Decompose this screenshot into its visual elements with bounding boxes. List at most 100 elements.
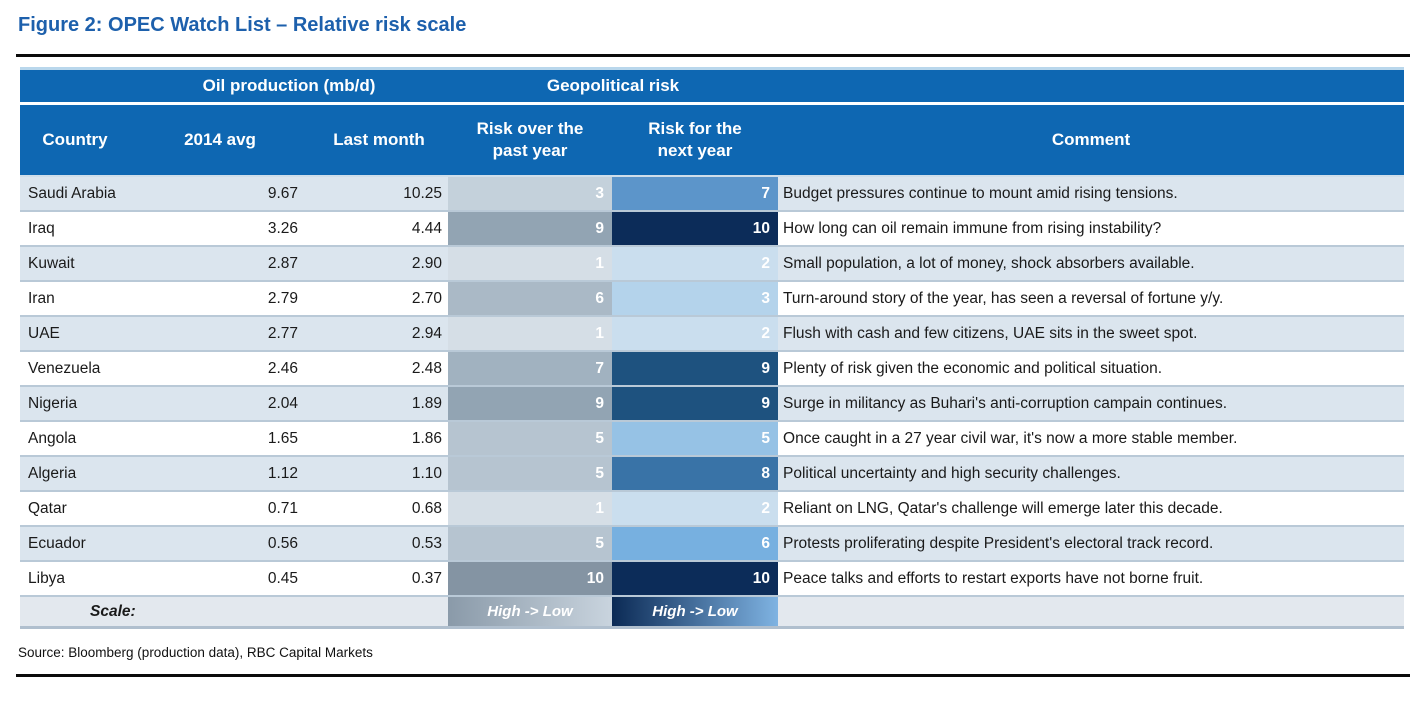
scale-label: Scale: — [20, 595, 448, 629]
risk-past-year-cell: 5 — [448, 526, 612, 562]
risk-next-year-cell: 6 — [612, 526, 779, 562]
risk-past-year-cell: 1 — [448, 316, 612, 352]
production-2014-avg-cell: 2.04 — [130, 386, 310, 422]
risk-past-year-cell: 10 — [448, 561, 612, 597]
comment-cell: Budget pressures continue to mount amid … — [778, 176, 1405, 212]
risk-next-year-cell: 7 — [612, 176, 779, 212]
table-row-uae: UAE 2.77 2.94 1 2 Flush with cash and fe… — [20, 316, 1405, 352]
country-cell: Algeria — [20, 456, 130, 492]
column-header-2014-avg: 2014 avg — [130, 103, 310, 177]
comment-cell: Small population, a lot of money, shock … — [778, 246, 1405, 282]
column-header-country: Country — [20, 103, 130, 177]
production-last-month-cell: 2.90 — [310, 246, 448, 282]
table-row-iraq: Iraq 3.26 4.44 9 10 How long can oil rem… — [20, 211, 1405, 247]
production-2014-avg-cell: 2.46 — [130, 351, 310, 387]
group-header-spacer-right — [778, 70, 1405, 105]
production-last-month-cell: 2.48 — [310, 351, 448, 387]
country-cell: UAE — [20, 316, 130, 352]
risk-next-year-cell: 3 — [612, 281, 779, 317]
production-2014-avg-cell: 2.79 — [130, 281, 310, 317]
production-2014-avg-cell: 2.77 — [130, 316, 310, 352]
country-cell: Nigeria — [20, 386, 130, 422]
risk-next-year-cell: 2 — [612, 246, 779, 282]
comment-cell: How long can oil remain immune from risi… — [778, 211, 1405, 247]
risk-past-year-cell: 6 — [448, 281, 612, 317]
table-row-saudi-arabia: Saudi Arabia 9.67 10.25 3 7 Budget press… — [20, 176, 1405, 212]
risk-past-year-cell: 5 — [448, 456, 612, 492]
comment-cell: Peace talks and efforts to restart expor… — [778, 561, 1405, 597]
column-header-risk-next-year: Risk for the next year — [612, 103, 779, 177]
risk-next-year-cell: 2 — [612, 491, 779, 527]
group-header-geopolitical-risk: Geopolitical risk — [448, 70, 779, 105]
column-header-last-month: Last month — [310, 103, 448, 177]
column-header-row: Country 2014 avg Last month Risk over th… — [20, 103, 1405, 177]
risk-next-year-cell: 8 — [612, 456, 779, 492]
production-2014-avg-cell: 0.45 — [130, 561, 310, 597]
risk-next-year-cell: 5 — [612, 421, 779, 457]
country-cell: Libya — [20, 561, 130, 597]
opec-watch-list-table: Oil production (mb/d) Geopolitical risk … — [20, 67, 1405, 629]
comment-cell: Surge in militancy as Buhari's anti-corr… — [778, 386, 1405, 422]
comment-cell: Protests proliferating despite President… — [778, 526, 1405, 562]
production-2014-avg-cell: 1.12 — [130, 456, 310, 492]
country-cell: Kuwait — [20, 246, 130, 282]
scale-comment-empty-cell — [778, 595, 1405, 629]
country-cell: Qatar — [20, 491, 130, 527]
production-2014-avg-cell: 2.87 — [130, 246, 310, 282]
comment-cell: Political uncertainty and high security … — [778, 456, 1405, 492]
risk-past-year-cell: 5 — [448, 421, 612, 457]
risk-next-year-cell: 9 — [612, 386, 779, 422]
title-divider-line — [16, 54, 1410, 57]
risk-past-year-cell: 9 — [448, 386, 612, 422]
risk-next-year-cell: 10 — [612, 561, 779, 597]
table-row-algeria: Algeria 1.12 1.10 5 8 Political uncertai… — [20, 456, 1405, 492]
comment-cell: Reliant on LNG, Qatar's challenge will e… — [778, 491, 1405, 527]
production-2014-avg-cell: 1.65 — [130, 421, 310, 457]
country-cell: Angola — [20, 421, 130, 457]
country-cell: Saudi Arabia — [20, 176, 130, 212]
country-cell: Ecuador — [20, 526, 130, 562]
risk-table: Oil production (mb/d) Geopolitical risk … — [20, 70, 1405, 629]
production-2014-avg-cell: 3.26 — [130, 211, 310, 247]
table-row-libya: Libya 0.45 0.37 10 10 Peace talks and ef… — [20, 561, 1405, 597]
table-row-nigeria: Nigeria 2.04 1.89 9 9 Surge in militancy… — [20, 386, 1405, 422]
production-last-month-cell: 4.44 — [310, 211, 448, 247]
production-2014-avg-cell: 0.71 — [130, 491, 310, 527]
table-row-qatar: Qatar 0.71 0.68 1 2 Reliant on LNG, Qata… — [20, 491, 1405, 527]
scale-past-year-gradient: High -> Low — [448, 595, 612, 629]
table-row-ecuador: Ecuador 0.56 0.53 5 6 Protests prolifera… — [20, 526, 1405, 562]
production-last-month-cell: 10.25 — [310, 176, 448, 212]
risk-past-year-cell: 3 — [448, 176, 612, 212]
risk-next-year-cell: 10 — [612, 211, 779, 247]
table-row-venezuela: Venezuela 2.46 2.48 7 9 Plenty of risk g… — [20, 351, 1405, 387]
comment-cell: Plenty of risk given the economic and po… — [778, 351, 1405, 387]
production-last-month-cell: 2.94 — [310, 316, 448, 352]
table-row-angola: Angola 1.65 1.86 5 5 Once caught in a 27… — [20, 421, 1405, 457]
group-header-spacer-left — [20, 70, 130, 105]
comment-cell: Flush with cash and few citizens, UAE si… — [778, 316, 1405, 352]
column-header-risk-past-year: Risk over the past year — [448, 103, 612, 177]
column-header-comment: Comment — [778, 103, 1405, 177]
table-row-kuwait: Kuwait 2.87 2.90 1 2 Small population, a… — [20, 246, 1405, 282]
risk-past-year-cell: 1 — [448, 246, 612, 282]
production-last-month-cell: 1.89 — [310, 386, 448, 422]
comment-cell: Turn-around story of the year, has seen … — [778, 281, 1405, 317]
scale-next-year-gradient: High -> Low — [612, 595, 779, 629]
production-last-month-cell: 0.68 — [310, 491, 448, 527]
production-last-month-cell: 0.37 — [310, 561, 448, 597]
risk-past-year-cell: 1 — [448, 491, 612, 527]
risk-next-year-cell: 2 — [612, 316, 779, 352]
production-last-month-cell: 0.53 — [310, 526, 448, 562]
production-last-month-cell: 1.86 — [310, 421, 448, 457]
source-note: Source: Bloomberg (production data), RBC… — [18, 645, 373, 660]
country-cell: Iran — [20, 281, 130, 317]
country-cell: Iraq — [20, 211, 130, 247]
risk-next-year-cell: 9 — [612, 351, 779, 387]
table-row-iran: Iran 2.79 2.70 6 3 Turn-around story of … — [20, 281, 1405, 317]
production-2014-avg-cell: 9.67 — [130, 176, 310, 212]
figure-title: Figure 2: OPEC Watch List – Relative ris… — [18, 14, 467, 36]
bottom-divider-line — [16, 674, 1410, 677]
group-header-oil-production: Oil production (mb/d) — [130, 70, 448, 105]
risk-past-year-cell: 9 — [448, 211, 612, 247]
group-header-row: Oil production (mb/d) Geopolitical risk — [20, 70, 1405, 105]
